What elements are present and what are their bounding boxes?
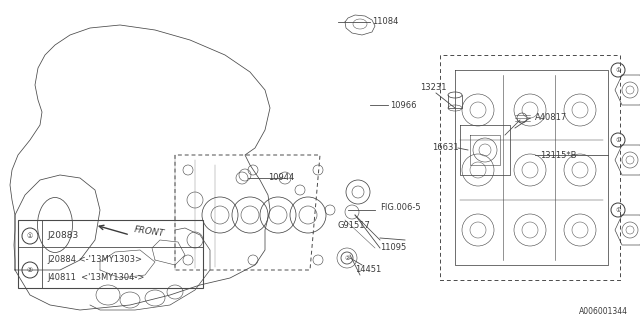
Text: A006001344: A006001344 [579, 307, 628, 316]
Text: 10966: 10966 [390, 100, 417, 109]
Text: ①: ① [615, 68, 621, 73]
Text: 14451: 14451 [355, 266, 381, 275]
Text: J20883: J20883 [47, 231, 78, 241]
Text: ①: ① [615, 207, 621, 212]
Text: J20884 <-'13MY1303>: J20884 <-'13MY1303> [47, 255, 142, 265]
Text: J40811  <'13MY1304->: J40811 <'13MY1304-> [47, 274, 145, 283]
Bar [18, 220, 203, 288]
Text: ②: ② [27, 267, 33, 273]
Text: FIG.006-5: FIG.006-5 [380, 204, 420, 212]
Text: 16631: 16631 [432, 143, 459, 153]
Text: 13231: 13231 [420, 84, 447, 92]
Text: A40817: A40817 [535, 114, 567, 123]
Text: 11084: 11084 [372, 18, 398, 27]
Text: G91517: G91517 [338, 220, 371, 229]
Text: 10944: 10944 [268, 173, 294, 182]
Text: 11095: 11095 [380, 244, 406, 252]
Text: FRONT: FRONT [133, 225, 164, 239]
Text: ②: ② [344, 255, 350, 260]
Text: ①: ① [27, 233, 33, 239]
Text: ①: ① [615, 138, 621, 142]
Text: 13115*B: 13115*B [540, 150, 577, 159]
